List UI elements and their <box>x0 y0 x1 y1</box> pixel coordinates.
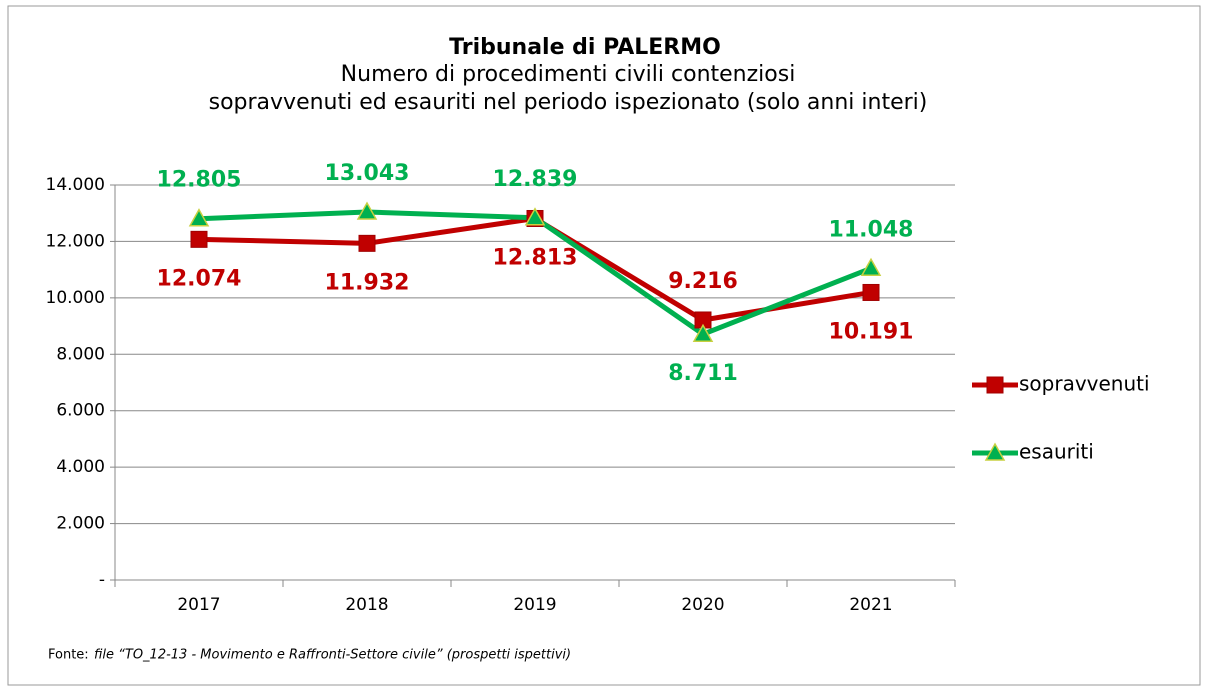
chart-title: Tribunale di PALERMO <box>449 35 721 60</box>
legend-marker <box>984 442 1006 461</box>
legend-label: sopravvenuti <box>1019 372 1150 396</box>
y-tick-label: 10.000 <box>46 288 105 308</box>
chart-subtitle: Numero di procedimenti civili contenzios… <box>341 62 796 87</box>
data-label: 11.048 <box>829 217 914 242</box>
y-tick-label: - <box>99 570 105 590</box>
data-label: 12.839 <box>493 167 578 192</box>
x-tick-label: 2021 <box>849 595 892 615</box>
y-tick-label: 4.000 <box>56 457 105 477</box>
data-point <box>862 283 880 301</box>
legend-label: esauriti <box>1019 440 1094 464</box>
y-tick-label: 8.000 <box>56 344 105 364</box>
chart-subtitle: sopravvenuti ed esauriti nel periodo isp… <box>209 90 928 115</box>
data-label: 13.043 <box>325 161 410 186</box>
data-point <box>524 207 546 226</box>
data-label: 8.711 <box>668 361 738 386</box>
source: file “TO_12-13 - Movimento e Raffronti-S… <box>94 648 571 663</box>
y-tick-label: 6.000 <box>56 401 105 421</box>
x-tick-label: 2017 <box>177 595 220 615</box>
data-label: 9.216 <box>668 269 738 294</box>
chart-border <box>7 5 1201 686</box>
data-point <box>860 257 882 277</box>
x-tick-label: 2018 <box>345 595 388 615</box>
data-label: 12.074 <box>157 266 242 291</box>
data-label: 12.813 <box>493 245 578 270</box>
legend-marker <box>986 376 1004 394</box>
data-point <box>188 208 210 227</box>
data-point <box>358 234 376 252</box>
y-tick-label: 12.000 <box>46 231 105 251</box>
data-label: 11.932 <box>325 270 410 295</box>
data-label: 10.191 <box>829 319 914 344</box>
data-label: 12.805 <box>157 168 242 193</box>
data-point <box>692 323 714 342</box>
x-tick-label: 2019 <box>513 595 556 615</box>
data-point <box>190 230 208 248</box>
y-tick-label: 2.000 <box>56 514 105 534</box>
y-tick-label: 14.000 <box>46 175 105 195</box>
x-tick-label: 2020 <box>681 595 724 615</box>
data-point <box>356 201 378 220</box>
source-prefix: Fonte: <box>48 648 89 663</box>
